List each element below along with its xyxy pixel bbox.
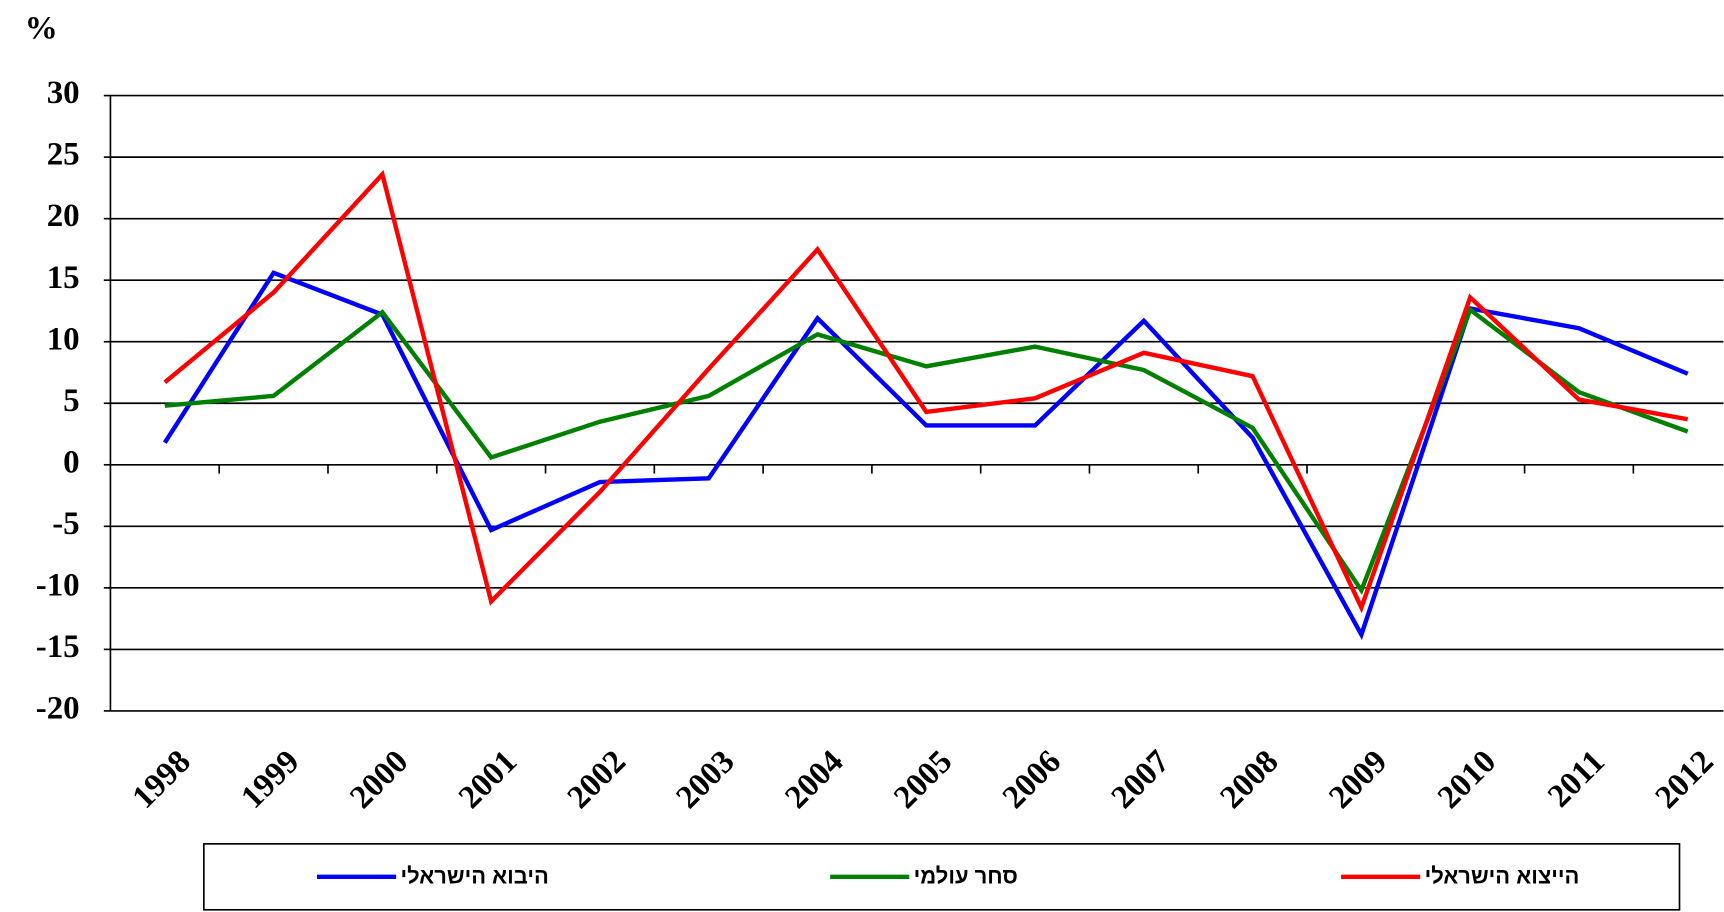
y-tick-label: 30 [47, 75, 80, 111]
series-line [163, 169, 1689, 614]
legend-label: היבוא הישראלי [401, 864, 549, 889]
x-tick-label: 2006 [996, 744, 1068, 816]
y-tick-label: 20 [47, 198, 80, 234]
y-tick-label: 15 [47, 260, 80, 296]
x-tick-label: 2005 [887, 744, 959, 816]
x-tick-label: 2010 [1431, 744, 1503, 816]
x-tick-label: 2004 [778, 744, 850, 816]
y-tick-label: -20 [36, 690, 80, 726]
legend-label: הייצוא הישראלי [1425, 864, 1580, 889]
x-tick-label: 2000 [343, 744, 415, 816]
y-tick-label: 10 [47, 321, 80, 357]
y-tick-label: -15 [36, 629, 80, 665]
x-tick-label: 2012 [1649, 744, 1721, 816]
x-tick-label: 2001 [452, 744, 524, 816]
y-tick-label: -5 [52, 506, 79, 542]
y-tick-label: 5 [63, 383, 79, 419]
legend-label: סחר עולמי [914, 864, 1018, 889]
x-tick-label: 1998 [126, 744, 198, 816]
series-line [164, 306, 1689, 596]
x-tick-label: 2003 [670, 744, 742, 816]
legend-box [202, 843, 1681, 911]
y-tick-label: 0 [63, 444, 79, 480]
x-tick-label: 2009 [1322, 744, 1394, 816]
x-tick-label: 1999 [235, 744, 307, 816]
x-tick-label: 2008 [1214, 744, 1286, 816]
series-line [162, 270, 1689, 641]
y-tick-label: -10 [36, 567, 80, 603]
x-tick-label: 2007 [1105, 744, 1177, 816]
x-tick-label: 2002 [561, 744, 633, 816]
x-tick-label: 2011 [1541, 744, 1612, 815]
y-tick-label: 25 [47, 137, 80, 173]
y-axis-label: % [25, 10, 58, 46]
